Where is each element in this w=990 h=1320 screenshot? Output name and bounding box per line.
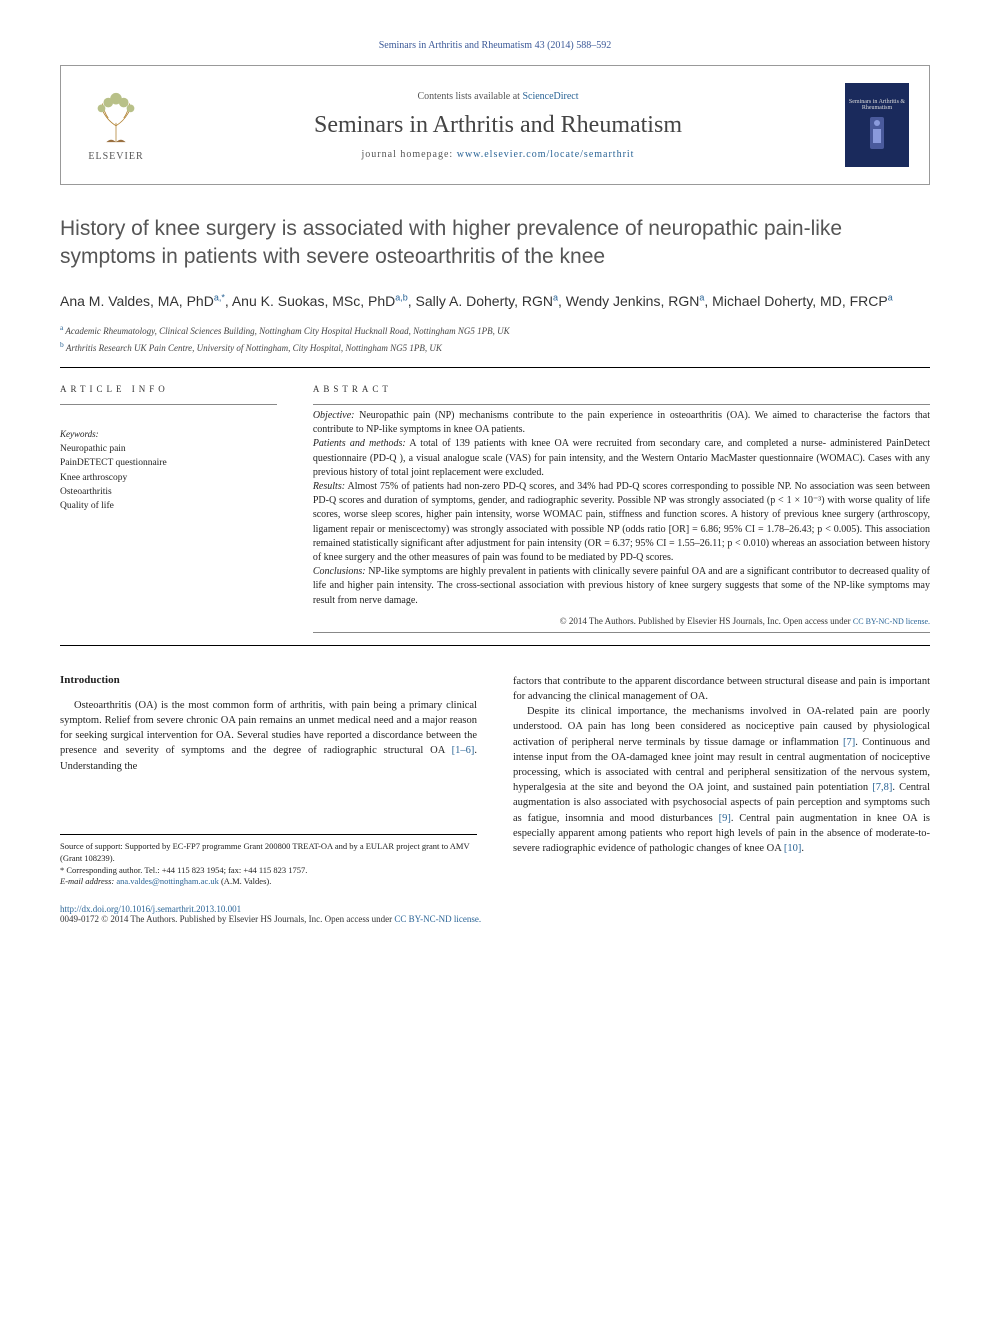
corr-label: * Corresponding author. Tel.: xyxy=(60,865,162,875)
doi-link[interactable]: http://dx.doi.org/10.1016/j.semarthrit.2… xyxy=(60,904,241,914)
journal-header-box: ELSEVIER Contents lists available at Sci… xyxy=(60,65,930,185)
running-header: Seminars in Arthritis and Rheumatism 43 … xyxy=(60,40,930,51)
license-link[interactable]: CC BY-NC-ND license. xyxy=(853,617,930,626)
ref-7-8[interactable]: [7,8] xyxy=(872,782,892,793)
p3-e: . xyxy=(801,843,804,854)
cover-title: Seminars in Arthritis & Rheumatism xyxy=(845,97,909,113)
footer-license-prefix: Open access under xyxy=(325,914,395,924)
affiliations: a Academic Rheumatology, Clinical Scienc… xyxy=(60,322,930,355)
abstract-section-head: Results: xyxy=(313,481,345,492)
corr-tel: +44 115 823 1954 xyxy=(162,865,224,875)
page-footer: http://dx.doi.org/10.1016/j.semarthrit.2… xyxy=(60,904,930,924)
contents-line: Contents lists available at ScienceDirec… xyxy=(151,91,845,102)
abstract-section-text: A total of 139 patients with knee OA wer… xyxy=(313,438,930,477)
ref-1-6[interactable]: [1–6] xyxy=(452,745,475,756)
keyword-item: Knee arthroscopy xyxy=(60,471,277,485)
footer-license-link[interactable]: CC BY-NC-ND license. xyxy=(394,914,481,924)
email-link[interactable]: ana.valdes@nottingham.ac.uk xyxy=(116,876,218,886)
introduction-heading: Introduction xyxy=(60,674,477,686)
abstract-section-head: Patients and methods: xyxy=(313,438,406,449)
issn-line: 0049-0172 © 2014 The Authors. Published … xyxy=(60,914,325,924)
journal-name: Seminars in Arthritis and Rheumatism xyxy=(151,112,845,139)
abstract-section-head: Conclusions: xyxy=(313,566,366,577)
keywords-list: Neuropathic painPainDETECT questionnaire… xyxy=(60,442,277,513)
abstract-copyright: © 2014 The Authors. Published by Elsevie… xyxy=(313,616,930,626)
sciencedirect-link[interactable]: ScienceDirect xyxy=(522,91,578,102)
homepage-prefix: journal homepage: xyxy=(362,149,457,160)
ref-7[interactable]: [7] xyxy=(843,737,855,748)
homepage-link[interactable]: www.elsevier.com/locate/semarthrit xyxy=(457,149,635,160)
authors-line: Ana M. Valdes, MA, PhDa,*, Anu K. Suokas… xyxy=(60,290,930,312)
footnotes: Source of support: Supported by EC-FP7 p… xyxy=(60,834,477,889)
rule-top xyxy=(60,367,930,368)
article-title: History of knee surgery is associated wi… xyxy=(60,215,930,272)
corr-fax: +44 115 823 1757. xyxy=(243,865,307,875)
abstract-section: Objective: Neuropathic pain (NP) mechani… xyxy=(313,409,930,437)
abstract-rule-top xyxy=(313,404,930,405)
keyword-item: Quality of life xyxy=(60,499,277,513)
abstract-section-text: Almost 75% of patients had non-zero PD-Q… xyxy=(313,481,930,563)
journal-cover-thumbnail: Seminars in Arthritis & Rheumatism xyxy=(845,83,909,167)
abstract-section-text: NP-like symptoms are highly prevalent in… xyxy=(313,566,930,605)
body-p3: Despite its clinical importance, the mec… xyxy=(513,704,930,856)
license-prefix: Open access under xyxy=(783,616,853,626)
ref-9[interactable]: [9] xyxy=(719,813,731,824)
corresponding-note: * Corresponding author. Tel.: +44 115 82… xyxy=(60,865,477,877)
elsevier-tree-icon xyxy=(87,89,145,147)
affiliation-line: a Academic Rheumatology, Clinical Scienc… xyxy=(60,322,930,339)
abstract-section-head: Objective: xyxy=(313,410,355,421)
homepage-line: journal homepage: www.elsevier.com/locat… xyxy=(151,149,845,160)
email-label: E-mail address: xyxy=(60,876,116,886)
abstract-rule-bot xyxy=(313,632,930,633)
ref-10[interactable]: [10] xyxy=(784,843,802,854)
keywords-label: Keywords: xyxy=(60,429,277,439)
keyword-item: Osteoarthritis xyxy=(60,485,277,499)
abstract-section: Results: Almost 75% of patients had non-… xyxy=(313,480,930,565)
elsevier-label: ELSEVIER xyxy=(88,151,143,162)
fax-label: ; fax: xyxy=(224,865,244,875)
contents-prefix: Contents lists available at xyxy=(417,91,522,102)
article-info-label: ARTICLE INFO xyxy=(60,384,277,394)
cover-figure-icon xyxy=(862,113,892,153)
abstract-section: Patients and methods: A total of 139 pat… xyxy=(313,437,930,480)
abstract-label: ABSTRACT xyxy=(313,384,930,394)
email-suffix: (A.M. Valdes). xyxy=(219,876,272,886)
body-p1: Osteoarthritis (OA) is the most common f… xyxy=(60,698,477,774)
publisher-logo: ELSEVIER xyxy=(81,80,151,170)
info-rule xyxy=(60,404,277,405)
copyright-text: © 2014 The Authors. Published by Elsevie… xyxy=(560,616,783,626)
p1-a: Osteoarthritis (OA) is the most common f… xyxy=(60,700,477,757)
affiliation-line: b Arthritis Research UK Pain Centre, Uni… xyxy=(60,339,930,356)
abstract-section-text: Neuropathic pain (NP) mechanisms contrib… xyxy=(313,410,930,435)
body-col-right: factors that contribute to the apparent … xyxy=(513,674,930,857)
abstract-section: Conclusions: NP-like symptoms are highly… xyxy=(313,565,930,608)
keyword-item: PainDETECT questionnaire xyxy=(60,456,277,470)
body-col-left: Osteoarthritis (OA) is the most common f… xyxy=(60,698,477,774)
abstract-body: Objective: Neuropathic pain (NP) mechani… xyxy=(313,409,930,608)
keyword-item: Neuropathic pain xyxy=(60,442,277,456)
support-note: Source of support: Supported by EC-FP7 p… xyxy=(60,841,477,865)
rule-mid xyxy=(60,645,930,646)
email-note: E-mail address: ana.valdes@nottingham.ac… xyxy=(60,876,477,888)
body-p2: factors that contribute to the apparent … xyxy=(513,674,930,704)
